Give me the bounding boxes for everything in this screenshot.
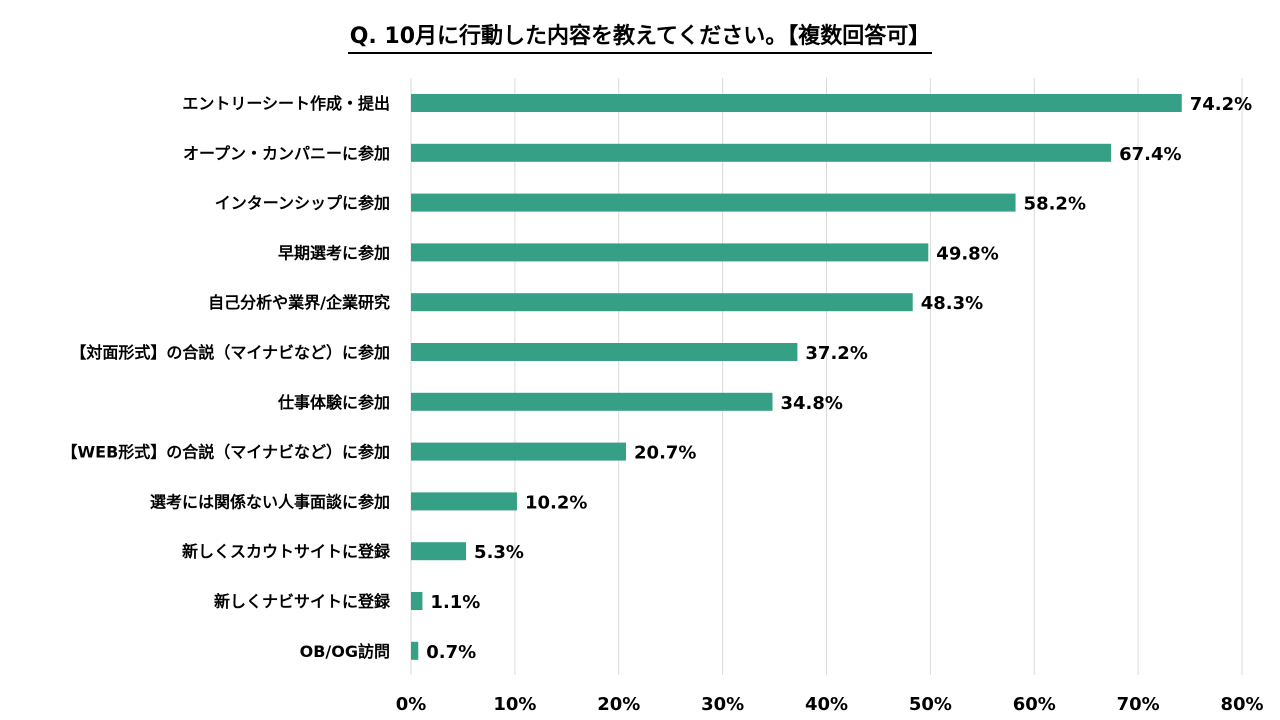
data-label: 58.2% [1024, 194, 1086, 215]
bar [411, 592, 423, 610]
category-label: 選考には関係ない人事面談に参加 [150, 492, 390, 511]
x-tick-label: 0% [396, 694, 427, 715]
bar [411, 143, 1112, 162]
x-tick-label: 20% [597, 694, 640, 715]
bar [411, 641, 419, 660]
data-label: 34.8% [780, 393, 842, 414]
data-label: 49.8% [936, 243, 998, 264]
chart-title: Q. 10月に行動した内容を教えてください。【複数回答可】 [0, 18, 1280, 54]
data-label: 0.7% [426, 642, 476, 663]
data-label: 20.7% [634, 443, 696, 464]
category-label: エントリーシート作成・提出 [182, 94, 390, 113]
category-label: 新しくナビサイトに登録 [214, 592, 391, 611]
bar [411, 193, 1016, 212]
x-tick-label: 50% [909, 694, 952, 715]
data-label: 74.2% [1190, 94, 1252, 115]
category-label: 新しくスカウトサイトに登録 [182, 542, 391, 561]
chart-title-text: Q. 10月に行動した内容を教えてください。【複数回答可】 [347, 24, 933, 54]
category-label: 早期選考に参加 [278, 243, 390, 262]
category-label: OB/OG訪問 [300, 642, 390, 661]
data-label: 5.3% [474, 542, 524, 563]
category-label: インターンシップに参加 [215, 194, 390, 213]
data-label: 67.4% [1119, 144, 1181, 165]
bar [411, 94, 1182, 112]
x-tick-label: 40% [805, 694, 848, 715]
bar [411, 392, 773, 411]
x-tick-label: 10% [493, 694, 536, 715]
bar [411, 243, 929, 262]
data-label: 48.3% [921, 293, 983, 314]
category-label: 自己分析や業界/企業研究 [208, 293, 390, 312]
bar [411, 542, 467, 561]
category-label: 【WEB形式】の合説（マイナビなど）に参加 [62, 443, 390, 462]
data-label: 10.2% [525, 492, 587, 513]
data-label: 37.2% [805, 343, 867, 364]
category-label: オープン・カンパニーに参加 [183, 144, 390, 163]
x-tick-label: 30% [701, 694, 744, 715]
x-tick-label: 70% [1117, 694, 1160, 715]
data-label: 1.1% [430, 592, 480, 613]
bar [411, 442, 627, 461]
x-tick-label: 60% [1013, 694, 1056, 715]
x-tick-label: 80% [1220, 694, 1263, 715]
bar [411, 293, 913, 312]
category-label: 【対面形式】の合説（マイナビなど）に参加 [70, 343, 390, 362]
bar [411, 492, 517, 511]
category-label: 仕事体験に参加 [277, 393, 390, 412]
bar [411, 343, 798, 361]
